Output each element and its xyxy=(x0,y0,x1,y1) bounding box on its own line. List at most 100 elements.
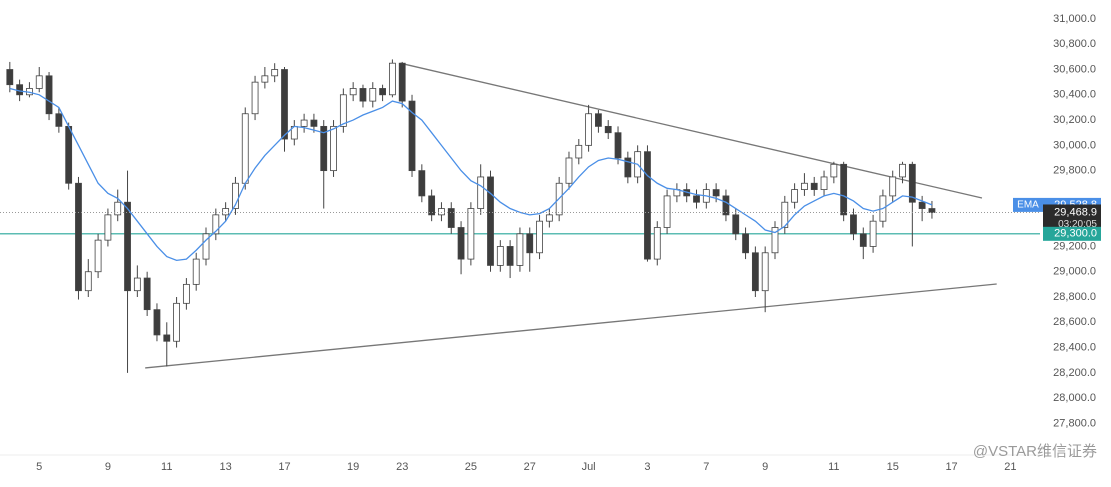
x-tick-label: 3 xyxy=(644,461,650,473)
candle-body xyxy=(65,125,73,184)
x-tick-label: 13 xyxy=(220,461,232,473)
x-tick-label: 25 xyxy=(465,461,477,473)
candle-body xyxy=(928,208,936,213)
trend-line xyxy=(400,62,983,199)
x-tick-label: 23 xyxy=(396,461,408,473)
candle-body xyxy=(251,81,259,115)
candle-body xyxy=(35,75,43,89)
candle-body xyxy=(349,88,357,96)
candle-body xyxy=(663,195,671,228)
candle-body xyxy=(212,214,220,235)
candle-body xyxy=(810,182,818,190)
candle-body xyxy=(496,246,504,266)
candle-body xyxy=(457,227,465,260)
watermark: @VSTAR维信证券 xyxy=(973,443,1097,460)
x-tick-label: Jul xyxy=(582,461,596,473)
candle-body xyxy=(801,182,808,190)
candle-body xyxy=(84,271,92,292)
candle-body xyxy=(742,233,749,254)
x-tick-label: 7 xyxy=(703,461,709,473)
candle-body xyxy=(45,75,53,115)
candle-body xyxy=(830,163,838,178)
candle-body xyxy=(379,88,386,96)
candle-body xyxy=(222,208,230,216)
candle-body xyxy=(545,214,553,222)
candle-body xyxy=(908,163,916,203)
y-tick-label: 30,200.0 xyxy=(1053,114,1096,126)
candle-body xyxy=(477,176,485,209)
candle-body xyxy=(143,277,151,311)
candle-body xyxy=(369,88,377,102)
x-tick-label: 15 xyxy=(887,461,899,473)
candle-body xyxy=(771,227,779,254)
candle-body xyxy=(850,214,857,235)
candle-body xyxy=(55,113,63,127)
candle-body xyxy=(241,113,249,184)
y-tick-label: 29,200.0 xyxy=(1053,240,1096,252)
y-tick-label: 30,600.0 xyxy=(1053,63,1096,75)
x-tick-label: 17 xyxy=(278,461,290,473)
candle-body xyxy=(712,189,720,197)
candle-body xyxy=(644,151,651,260)
candle-body xyxy=(182,283,190,304)
candle-body xyxy=(133,277,141,292)
candle-body xyxy=(614,132,622,159)
candle-body xyxy=(16,84,24,96)
y-tick-label: 31,000.0 xyxy=(1053,13,1096,25)
ema-name: EMA xyxy=(1017,200,1039,211)
y-tick-label: 28,000.0 xyxy=(1053,392,1096,404)
candle-body xyxy=(438,208,445,216)
candle-body xyxy=(575,144,583,159)
candle-body xyxy=(153,309,161,336)
candle-body xyxy=(232,182,239,209)
x-tick-label: 9 xyxy=(105,461,111,473)
candle-body xyxy=(6,69,14,86)
candle-body xyxy=(506,246,514,266)
x-tick-label: 27 xyxy=(524,461,536,473)
y-tick-label: 28,600.0 xyxy=(1053,316,1096,328)
x-tick-label: 11 xyxy=(161,461,172,473)
candle-body xyxy=(173,302,180,342)
y-tick-label: 30,800.0 xyxy=(1053,38,1096,50)
x-tick-label: 17 xyxy=(945,461,957,473)
candle-body xyxy=(467,208,475,260)
x-tick-label: 11 xyxy=(828,461,839,473)
candle-body xyxy=(300,119,308,127)
candle-body xyxy=(94,239,102,273)
candle-body xyxy=(388,62,396,96)
candle-body xyxy=(889,176,897,197)
candle-body xyxy=(693,195,700,203)
candle-body xyxy=(114,201,122,216)
countdown: 03:20:05 xyxy=(1058,219,1097,230)
candle-body xyxy=(408,100,416,172)
candle-body xyxy=(192,258,200,285)
y-tick-label: 29,800.0 xyxy=(1053,165,1096,177)
price-line-label: 29,300.0 xyxy=(1054,228,1097,240)
x-tick-label: 21 xyxy=(1004,461,1016,473)
candle-body xyxy=(918,201,926,209)
candle-body xyxy=(163,334,171,342)
price-line-box xyxy=(1043,226,1101,241)
candle-body xyxy=(104,214,112,241)
ema-name-box xyxy=(1013,197,1043,212)
candle-body xyxy=(751,252,759,292)
candle-body xyxy=(859,233,867,247)
candle-body xyxy=(604,125,612,134)
candle-body xyxy=(271,69,279,77)
y-tick-label: 29,000.0 xyxy=(1053,266,1096,278)
candle-body xyxy=(820,176,828,190)
candle-body xyxy=(320,125,328,172)
last-price: 29,468.9 xyxy=(1054,206,1097,218)
x-tick-label: 19 xyxy=(347,461,359,473)
trend-line xyxy=(145,283,997,369)
candle-body xyxy=(526,233,534,254)
candle-body xyxy=(653,227,661,260)
y-tick-label: 27,800.0 xyxy=(1053,417,1096,429)
candle-body xyxy=(516,233,524,266)
candle-body xyxy=(418,170,426,197)
candle-body xyxy=(398,62,406,102)
candle-body xyxy=(869,220,877,247)
candle-body xyxy=(791,189,799,203)
